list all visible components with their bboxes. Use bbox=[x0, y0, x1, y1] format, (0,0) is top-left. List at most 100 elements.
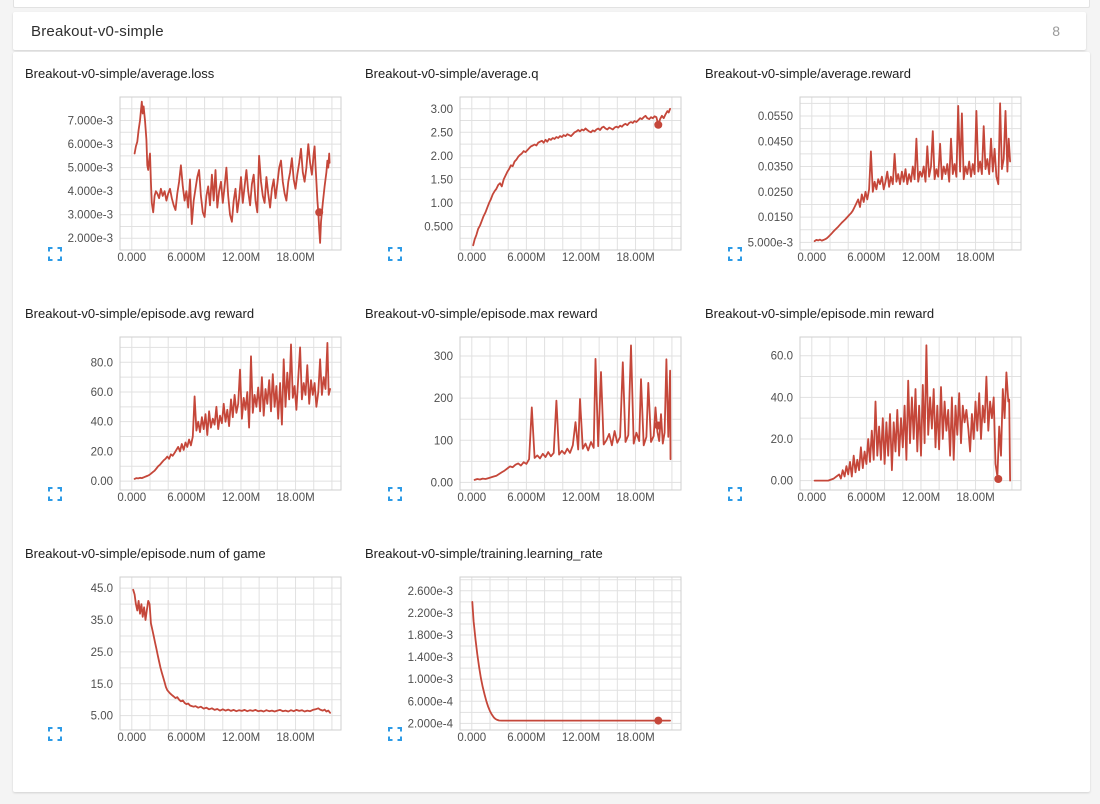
chart-plot[interactable]: 0.00 20.0 40.0 60.0 0.000 6.000M 12.00M 18.00M bbox=[705, 326, 1035, 511]
y-tick-label: 0.00 bbox=[431, 477, 453, 489]
section-header[interactable]: Breakout-v0-simple 8 bbox=[13, 12, 1086, 50]
expand-icon[interactable] bbox=[388, 487, 402, 501]
y-tick-label: 3.000e-3 bbox=[68, 210, 113, 222]
y-tick-label: 20.0 bbox=[91, 446, 113, 458]
charts-panel: Breakout-v0-simple/average.loss 2.000e-3 3… bbox=[13, 52, 1090, 792]
y-tick-label: 25.0 bbox=[91, 647, 113, 659]
expand-icon[interactable] bbox=[388, 727, 402, 741]
series-line bbox=[473, 344, 672, 481]
x-tick-label: 6.000M bbox=[507, 492, 545, 504]
y-tick-label: 5.000e-3 bbox=[748, 237, 793, 249]
y-tick-label: 200 bbox=[434, 393, 453, 405]
series-line bbox=[813, 102, 1012, 243]
x-tick-label: 0.000 bbox=[457, 252, 486, 264]
x-tick-label: 12.00M bbox=[562, 252, 600, 264]
series-line bbox=[813, 344, 1012, 482]
x-tick-label: 18.00M bbox=[616, 252, 654, 264]
previous-section-edge bbox=[13, 0, 1090, 8]
x-tick-label: 6.000M bbox=[847, 252, 885, 264]
expand-icon[interactable] bbox=[48, 487, 62, 501]
x-tick-label: 0.000 bbox=[117, 492, 146, 504]
chart-card: Breakout-v0-simple/average.loss 2.000e-3 3… bbox=[25, 60, 355, 270]
x-tick-label: 12.00M bbox=[222, 732, 260, 744]
chart-card: Breakout-v0-simple/episode.num of game 5.… bbox=[25, 540, 355, 750]
chart-title: Breakout-v0-simple/episode.min reward bbox=[705, 306, 935, 321]
chart-title: Breakout-v0-simple/episode.avg reward bbox=[25, 306, 255, 321]
expand-icon[interactable] bbox=[48, 247, 62, 261]
expand-icon[interactable] bbox=[728, 487, 742, 501]
series-endpoint-marker bbox=[994, 475, 1003, 483]
x-tick-label: 0.000 bbox=[117, 252, 146, 264]
x-tick-label: 0.000 bbox=[797, 252, 826, 264]
series-line bbox=[132, 588, 332, 714]
expand-icon[interactable] bbox=[388, 247, 402, 261]
chart-plot[interactable]: 2.000e-4 6.000e-4 1.000e-3 1.400e-3 1.800e-3… bbox=[365, 566, 695, 751]
x-tick-label: 18.00M bbox=[276, 252, 314, 264]
series-line bbox=[133, 100, 331, 244]
y-tick-label: 0.0150 bbox=[758, 212, 793, 224]
chart-card: Breakout-v0-simple/episode.max reward 0.0… bbox=[365, 300, 695, 510]
y-tick-label: 300 bbox=[434, 351, 453, 363]
chart-plot[interactable]: 0.500 1.00 1.50 2.00 2.50 3.00 0.000 6.000M 12.0… bbox=[365, 86, 695, 271]
y-tick-label: 2.00 bbox=[431, 151, 453, 163]
x-tick-label: 6.000M bbox=[167, 492, 205, 504]
y-tick-label: 0.500 bbox=[424, 222, 453, 234]
y-tick-label: 7.000e-3 bbox=[68, 116, 113, 128]
x-tick-label: 6.000M bbox=[507, 732, 545, 744]
y-tick-label: 40.0 bbox=[91, 417, 113, 429]
chart-plot[interactable]: 0.00 100 200 300 0.000 6.000M 12.00M 18.00M bbox=[365, 326, 695, 511]
y-tick-label: 2.000e-3 bbox=[68, 233, 113, 245]
chart-card: Breakout-v0-simple/average.q 0.500 1.00 1.5… bbox=[365, 60, 695, 270]
y-tick-label: 0.0350 bbox=[758, 162, 793, 174]
chart-title: Breakout-v0-simple/average.q bbox=[365, 66, 539, 81]
expand-icon[interactable] bbox=[728, 247, 742, 261]
y-tick-label: 1.00 bbox=[431, 198, 453, 210]
y-tick-label: 2.50 bbox=[431, 127, 453, 139]
x-tick-label: 12.00M bbox=[222, 492, 260, 504]
x-tick-label: 12.00M bbox=[902, 252, 940, 264]
y-tick-label: 45.0 bbox=[91, 583, 113, 595]
charts-grid: Breakout-v0-simple/average.loss 2.000e-3 3… bbox=[25, 60, 1090, 750]
y-tick-label: 60.0 bbox=[771, 351, 793, 363]
x-tick-label: 12.00M bbox=[562, 732, 600, 744]
x-tick-label: 0.000 bbox=[457, 732, 486, 744]
x-tick-label: 18.00M bbox=[276, 732, 314, 744]
x-tick-label: 12.00M bbox=[902, 492, 940, 504]
series-line bbox=[471, 601, 672, 722]
chart-plot[interactable]: 2.000e-3 3.000e-3 4.000e-3 5.000e-3 6.000e-3… bbox=[25, 86, 355, 271]
y-tick-label: 60.0 bbox=[91, 387, 113, 399]
x-tick-label: 0.000 bbox=[797, 492, 826, 504]
chart-card: Breakout-v0-simple/average.reward 5.000e-… bbox=[705, 60, 1035, 270]
y-tick-label: 100 bbox=[434, 435, 453, 447]
x-tick-label: 6.000M bbox=[507, 252, 545, 264]
y-tick-label: 15.0 bbox=[91, 679, 113, 691]
y-tick-label: 3.00 bbox=[431, 104, 453, 116]
x-tick-label: 12.00M bbox=[562, 492, 600, 504]
y-tick-label: 80.0 bbox=[91, 357, 113, 369]
chart-plot[interactable]: 5.000e-3 0.0150 0.0250 0.0350 0.0450 0.0550 0.… bbox=[705, 86, 1035, 271]
x-tick-label: 18.00M bbox=[276, 492, 314, 504]
x-tick-label: 0.000 bbox=[117, 732, 146, 744]
series-endpoint-marker bbox=[654, 716, 663, 725]
y-tick-label: 5.00 bbox=[91, 711, 113, 723]
x-tick-label: 0.000 bbox=[457, 492, 486, 504]
x-tick-label: 18.00M bbox=[616, 492, 654, 504]
chart-card: Breakout-v0-simple/training.learning_rat… bbox=[365, 540, 695, 750]
chart-plot[interactable]: 0.00 20.0 40.0 60.0 80.0 0.000 6.000M 12.00M 18.… bbox=[25, 326, 355, 511]
y-tick-label: 40.0 bbox=[771, 392, 793, 404]
series-endpoint-marker bbox=[654, 120, 663, 129]
expand-icon[interactable] bbox=[48, 727, 62, 741]
x-tick-label: 12.00M bbox=[222, 252, 260, 264]
x-tick-label: 6.000M bbox=[847, 492, 885, 504]
chart-plot[interactable]: 5.00 15.0 25.0 35.0 45.0 0.000 6.000M 12.00M 18.… bbox=[25, 566, 355, 751]
x-tick-label: 6.000M bbox=[167, 252, 205, 264]
y-tick-label: 2.000e-4 bbox=[408, 718, 454, 730]
y-tick-label: 2.200e-3 bbox=[408, 608, 453, 620]
chart-title: Breakout-v0-simple/average.reward bbox=[705, 66, 911, 81]
chart-card: Breakout-v0-simple/episode.min reward 0.0… bbox=[705, 300, 1035, 510]
y-tick-label: 0.0250 bbox=[758, 187, 793, 199]
y-tick-label: 4.000e-3 bbox=[68, 186, 113, 198]
y-tick-label: 6.000e-3 bbox=[68, 139, 113, 151]
chart-title: Breakout-v0-simple/episode.num of game bbox=[25, 546, 266, 561]
y-tick-label: 35.0 bbox=[91, 615, 113, 627]
